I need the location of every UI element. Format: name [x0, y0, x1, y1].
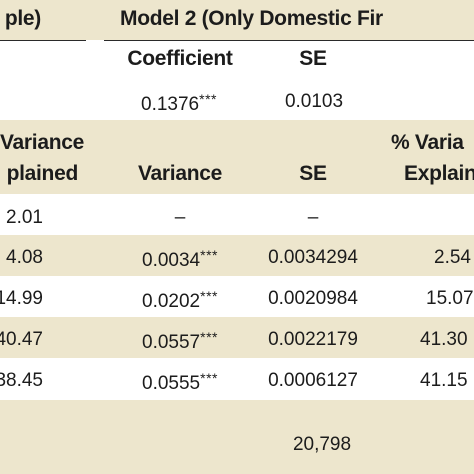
coefficient-se-value: 0.0103: [284, 91, 344, 112]
variance-header-band: [0, 120, 474, 194]
row3-model1-pct: 14.99: [0, 288, 43, 309]
se-header-variance: SE: [299, 162, 327, 185]
model1-title-underline: [0, 40, 86, 41]
model1-title-fragment: ple): [4, 7, 41, 30]
row5-model2-pct: 41.15: [420, 370, 468, 391]
model2-pct-variance-header-line1: % Varia: [391, 131, 464, 154]
model2-title-underline: [104, 40, 474, 41]
coefficient-header: Coefficient: [127, 47, 233, 70]
model2-pct-variance-header-line2: Explain: [404, 162, 474, 185]
row4-se: 0.0022179: [268, 329, 358, 350]
model1-pct-variance-header-line1: Variance: [0, 131, 84, 154]
row1-variance: –: [174, 207, 186, 228]
row3-variance: 0.0202***: [142, 288, 218, 312]
se-header-top: SE: [299, 47, 327, 70]
row4-variance: 0.0557***: [142, 329, 218, 353]
row1-se: –: [307, 207, 319, 228]
row2-model2-pct: 2.54: [434, 247, 471, 268]
coefficient-value: 0.1376***: [141, 91, 217, 115]
row5-se: 0.0006127: [268, 370, 358, 391]
model-title-band: [0, 0, 474, 40]
row2-variance: 0.0034***: [142, 247, 218, 271]
row3-se: 0.0020984: [268, 288, 358, 309]
row2-se: 0.0034294: [268, 247, 358, 268]
row1-model1-pct: 2.01: [6, 207, 43, 228]
row5-model1-pct: 38.45: [0, 370, 43, 391]
row4-model2-pct: 41.30: [420, 329, 468, 350]
observations-band: [0, 400, 474, 474]
row5-variance: 0.0555***: [142, 370, 218, 394]
variance-header: Variance: [138, 162, 222, 185]
model1-pct-variance-header-line2: plained: [6, 162, 79, 185]
observations-count: 20,798: [292, 434, 352, 455]
row2-model1-pct: 4.08: [6, 247, 43, 268]
row2-band: [0, 235, 474, 276]
row3-model2-pct: 15.07: [426, 288, 474, 309]
model2-title: Model 2 (Only Domestic Fir: [120, 7, 383, 30]
row4-band: [0, 317, 474, 358]
row4-model1-pct: 40.47: [0, 329, 43, 350]
